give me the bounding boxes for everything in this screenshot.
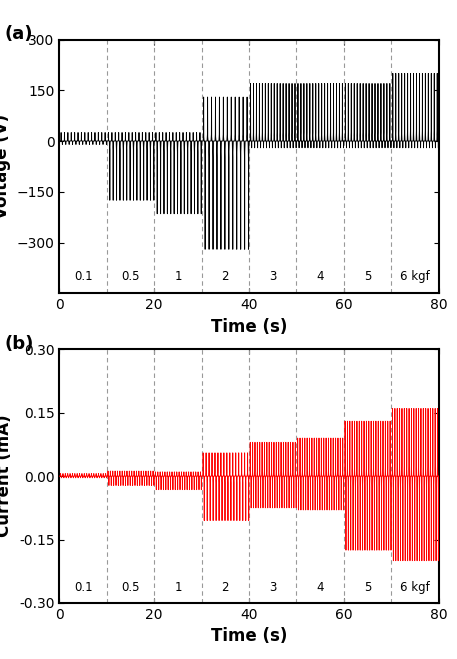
Text: 2: 2 — [222, 270, 229, 283]
Text: 0.5: 0.5 — [121, 581, 140, 594]
Text: 6 kgf: 6 kgf — [400, 270, 430, 283]
Text: 2: 2 — [222, 581, 229, 594]
Text: 6 kgf: 6 kgf — [400, 581, 430, 594]
Text: 0.1: 0.1 — [74, 581, 92, 594]
Text: 3: 3 — [269, 581, 276, 594]
Text: 1: 1 — [174, 581, 182, 594]
Text: 1: 1 — [174, 270, 182, 283]
Text: 0.5: 0.5 — [121, 270, 140, 283]
Text: 4: 4 — [316, 581, 324, 594]
Y-axis label: Voltage (V): Voltage (V) — [0, 114, 11, 219]
Text: (b): (b) — [5, 335, 34, 353]
Text: 0.1: 0.1 — [74, 270, 92, 283]
X-axis label: Time (s): Time (s) — [211, 318, 287, 335]
Text: 5: 5 — [364, 581, 371, 594]
Text: 5: 5 — [364, 270, 371, 283]
X-axis label: Time (s): Time (s) — [211, 627, 287, 645]
Text: 4: 4 — [316, 270, 324, 283]
Y-axis label: Current (mA): Current (mA) — [0, 415, 13, 538]
Text: 3: 3 — [269, 270, 276, 283]
Text: (a): (a) — [5, 25, 33, 43]
